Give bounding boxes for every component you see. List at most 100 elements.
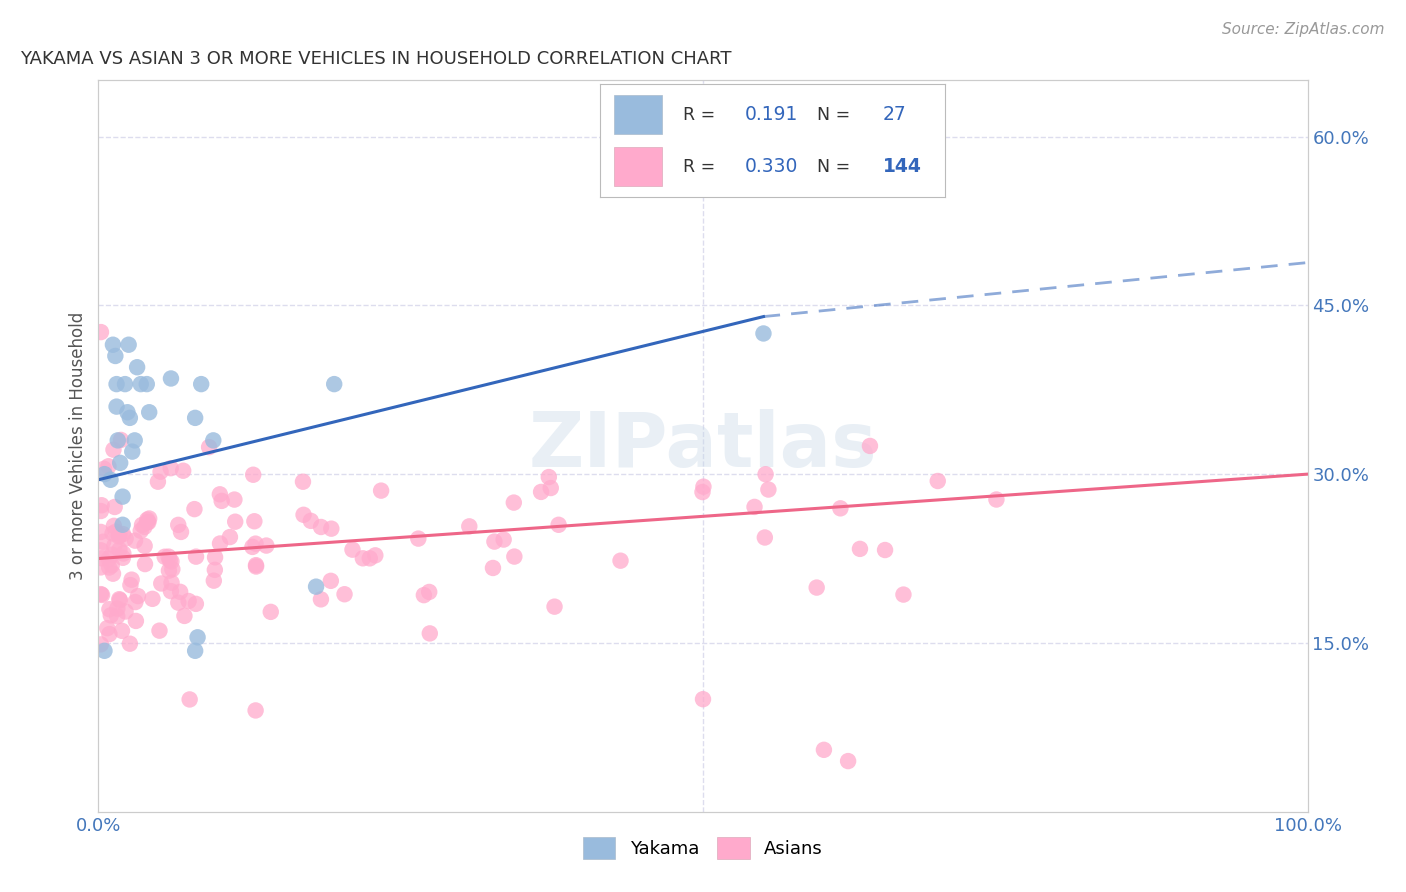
Asians (93, 462, 115, 476)
Asians (90, 543, 112, 558)
Asians (692, 480, 714, 494)
Asians (242, 540, 264, 554)
Asians (692, 692, 714, 706)
Asians (136, 515, 159, 529)
Asians (837, 754, 859, 768)
Asians (90, 560, 112, 574)
Yakama (121, 444, 143, 458)
Asians (173, 608, 195, 623)
Asians (97, 459, 120, 474)
Asians (159, 461, 181, 475)
Yakama (117, 405, 139, 419)
Asians (986, 492, 1008, 507)
Asians (104, 524, 127, 539)
Asians (124, 533, 146, 548)
Asians (98, 627, 121, 641)
Asians (105, 601, 128, 615)
Asians (108, 542, 131, 557)
Yakama (93, 644, 115, 658)
Asians (103, 519, 125, 533)
Asians (418, 585, 440, 599)
Asians (609, 554, 631, 568)
Asians (184, 597, 207, 611)
Asians (108, 529, 131, 543)
Asians (91, 534, 114, 549)
Yakama (187, 630, 209, 644)
Yakama (101, 337, 124, 351)
Asians (105, 609, 128, 624)
Asians (242, 467, 264, 482)
Asians (319, 574, 342, 588)
Asians (153, 549, 176, 564)
Asians (160, 575, 183, 590)
Asians (342, 542, 364, 557)
Asians (141, 591, 163, 606)
Asians (159, 553, 181, 567)
Asians (758, 483, 780, 497)
Asians (692, 485, 714, 500)
Asians (90, 498, 112, 512)
Asians (124, 595, 146, 609)
Asians (299, 514, 322, 528)
Asians (127, 589, 149, 603)
Yakama (118, 337, 141, 351)
Yakama (202, 434, 225, 448)
Asians (359, 551, 381, 566)
Asians (103, 442, 125, 457)
Asians (502, 495, 524, 509)
Yakama (305, 580, 328, 594)
Asians (100, 558, 122, 573)
Asians (530, 484, 553, 499)
Yakama (184, 410, 207, 425)
Asians (97, 551, 120, 566)
Yakama (118, 410, 141, 425)
Asians (101, 566, 124, 581)
Asians (183, 502, 205, 516)
Asians (136, 513, 159, 527)
Asians (458, 519, 481, 533)
Asians (224, 515, 246, 529)
Asians (90, 504, 112, 518)
Asians (245, 703, 267, 717)
Asians (830, 501, 852, 516)
Yakama (93, 467, 115, 482)
Asians (859, 439, 882, 453)
Asians (744, 500, 766, 514)
Yakama (160, 371, 183, 385)
Yakama (105, 400, 128, 414)
Asians (540, 481, 562, 495)
Yakama (105, 377, 128, 392)
Yakama (107, 434, 129, 448)
Asians (101, 526, 124, 541)
Asians (219, 530, 242, 544)
Asians (121, 573, 143, 587)
Asians (292, 508, 315, 522)
Asians (111, 624, 134, 638)
Asians (91, 551, 114, 566)
Asians (136, 515, 159, 529)
Yakama (135, 377, 157, 392)
Yakama (129, 377, 152, 392)
Asians (813, 743, 835, 757)
Asians (108, 528, 131, 542)
Asians (103, 539, 125, 553)
Asians (873, 543, 896, 558)
Asians (120, 578, 142, 592)
Asians (291, 475, 314, 489)
Asians (309, 592, 332, 607)
Asians (101, 548, 124, 562)
Asians (211, 494, 233, 508)
Asians (204, 550, 226, 565)
Asians (412, 588, 434, 602)
Yakama (108, 456, 131, 470)
Asians (134, 539, 156, 553)
Asians (90, 637, 112, 651)
Asians (111, 527, 134, 541)
Asians (90, 524, 112, 539)
Asians (177, 594, 200, 608)
Asians (370, 483, 392, 498)
Yakama (114, 377, 136, 392)
Asians (111, 550, 134, 565)
Asians (208, 536, 231, 550)
Asians (243, 514, 266, 528)
